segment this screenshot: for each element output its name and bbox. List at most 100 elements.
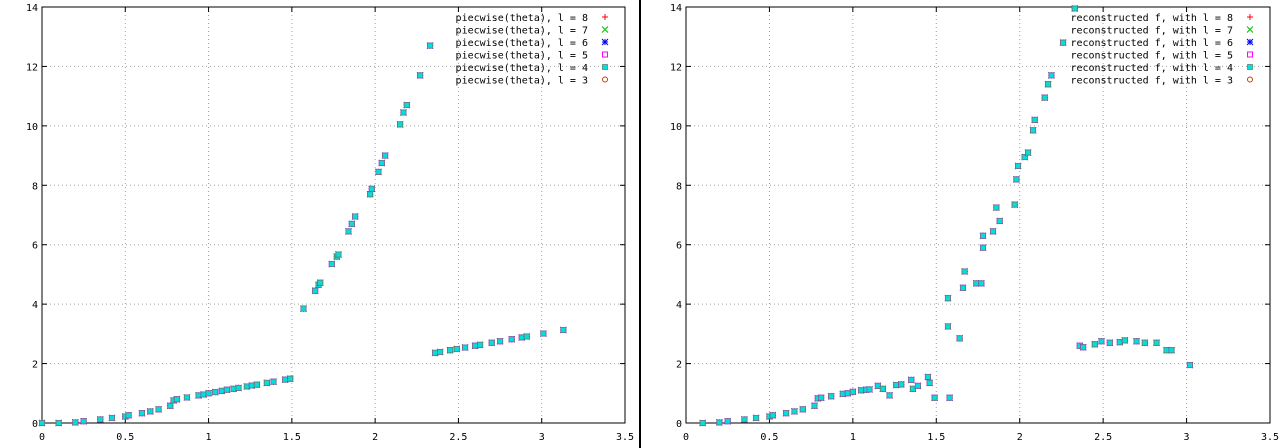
data-point	[1106, 339, 1113, 346]
data-point	[910, 385, 916, 392]
data-point	[893, 382, 900, 388]
legend-label: reconstructed f, with l = 3	[1070, 76, 1233, 87]
y-tick-label: 14	[26, 3, 38, 14]
data-point	[1021, 154, 1028, 160]
data-point	[1013, 176, 1020, 183]
data-point	[946, 394, 953, 401]
data-point	[898, 381, 905, 388]
data-point	[72, 419, 79, 426]
data-point	[1071, 5, 1078, 12]
data-point	[212, 389, 219, 395]
data-point	[1045, 81, 1051, 88]
x-tick-label: 2.5	[449, 432, 467, 443]
data-point	[741, 416, 748, 423]
data-point	[437, 349, 444, 355]
data-point	[155, 406, 162, 413]
data-point	[818, 394, 825, 401]
data-point	[1141, 339, 1148, 346]
data-point	[973, 280, 980, 287]
data-point	[791, 408, 798, 415]
data-point	[978, 280, 985, 287]
data-point	[147, 408, 154, 415]
data-point	[866, 386, 873, 393]
legend-label: reconstructed f, with l = 8	[1070, 13, 1233, 24]
data-point	[174, 396, 180, 403]
legend-marker	[602, 51, 608, 58]
data-point	[980, 232, 986, 239]
legend-label: piecwise(theta), l = 8	[456, 13, 588, 24]
y-tick-label: 12	[670, 62, 682, 73]
legend-marker	[1247, 64, 1253, 70]
data-point	[926, 379, 933, 386]
data-point	[400, 109, 407, 116]
data-point	[980, 244, 986, 251]
data-point	[828, 393, 835, 400]
data-point	[477, 341, 483, 348]
y-tick-label: 14	[670, 3, 682, 14]
y-tick-label: 8	[32, 181, 38, 192]
data-point	[961, 268, 968, 275]
data-point	[39, 420, 45, 426]
data-point	[1168, 347, 1175, 354]
legend-marker	[601, 38, 609, 46]
legend-label: reconstructed f, with l = 7	[1070, 26, 1233, 37]
data-point	[417, 72, 424, 79]
data-point	[378, 160, 385, 166]
data-point	[699, 420, 706, 426]
data-point	[403, 102, 410, 108]
data-point	[1153, 339, 1160, 346]
data-point	[1163, 347, 1170, 354]
data-point	[931, 394, 938, 401]
data-point	[109, 415, 115, 421]
data-point	[1098, 338, 1105, 345]
chart-left: 0 0.5 1 1.5 2 2.5 3 3.5 0 2 4 6 8 10 12 14 piecwise(thet…	[26, 3, 634, 443]
legend-marker	[1247, 76, 1253, 83]
data-point	[956, 335, 963, 342]
y-tick-label: 8	[676, 181, 682, 192]
legend-marker	[1247, 14, 1253, 20]
y-tick-label: 0	[32, 419, 38, 430]
data-point	[945, 323, 951, 330]
data-point	[335, 251, 342, 258]
legend-label: piecwise(theta), l = 6	[456, 38, 588, 49]
data-point	[205, 390, 212, 397]
data-point	[1116, 339, 1123, 346]
data-point	[996, 218, 1003, 224]
data-point	[453, 346, 460, 352]
x-tick-label: 1	[206, 432, 212, 443]
data-point	[508, 336, 515, 343]
data-point	[990, 228, 996, 235]
legend-label: reconstructed f, with l = 6	[1070, 38, 1233, 49]
data-point	[125, 412, 132, 419]
x-tick-label: 3	[1184, 432, 1190, 443]
x-tick-label: 1.5	[283, 432, 301, 443]
data-point	[253, 381, 260, 388]
data-point	[753, 415, 759, 421]
data-point	[925, 374, 931, 380]
data-point	[375, 169, 382, 175]
y-tick-label: 6	[32, 241, 38, 252]
data-point	[858, 387, 865, 394]
data-point	[139, 410, 145, 417]
chart-right: 0 0.5 1 1.5 2 2.5 3 3.5 0 2 4 6 8 10 12 14 reconstructed…	[670, 3, 1279, 443]
data-point	[367, 191, 374, 198]
data-point	[80, 418, 87, 425]
data-point	[839, 390, 846, 397]
data-point	[560, 327, 567, 333]
legend-marker	[602, 76, 608, 83]
y-tick-label: 4	[676, 300, 682, 311]
x-tick-label: 3.5	[1261, 432, 1279, 443]
data-point	[783, 410, 790, 417]
legend-marker	[602, 14, 608, 20]
data-point	[879, 385, 886, 392]
data-point	[1060, 39, 1066, 46]
data-point	[1031, 117, 1038, 123]
data-point	[397, 121, 404, 128]
data-point	[97, 416, 104, 423]
x-tick-label: 1	[850, 432, 856, 443]
data-point	[1030, 127, 1036, 134]
data-point	[724, 418, 731, 425]
data-point	[328, 261, 335, 267]
data-point	[993, 204, 1000, 211]
